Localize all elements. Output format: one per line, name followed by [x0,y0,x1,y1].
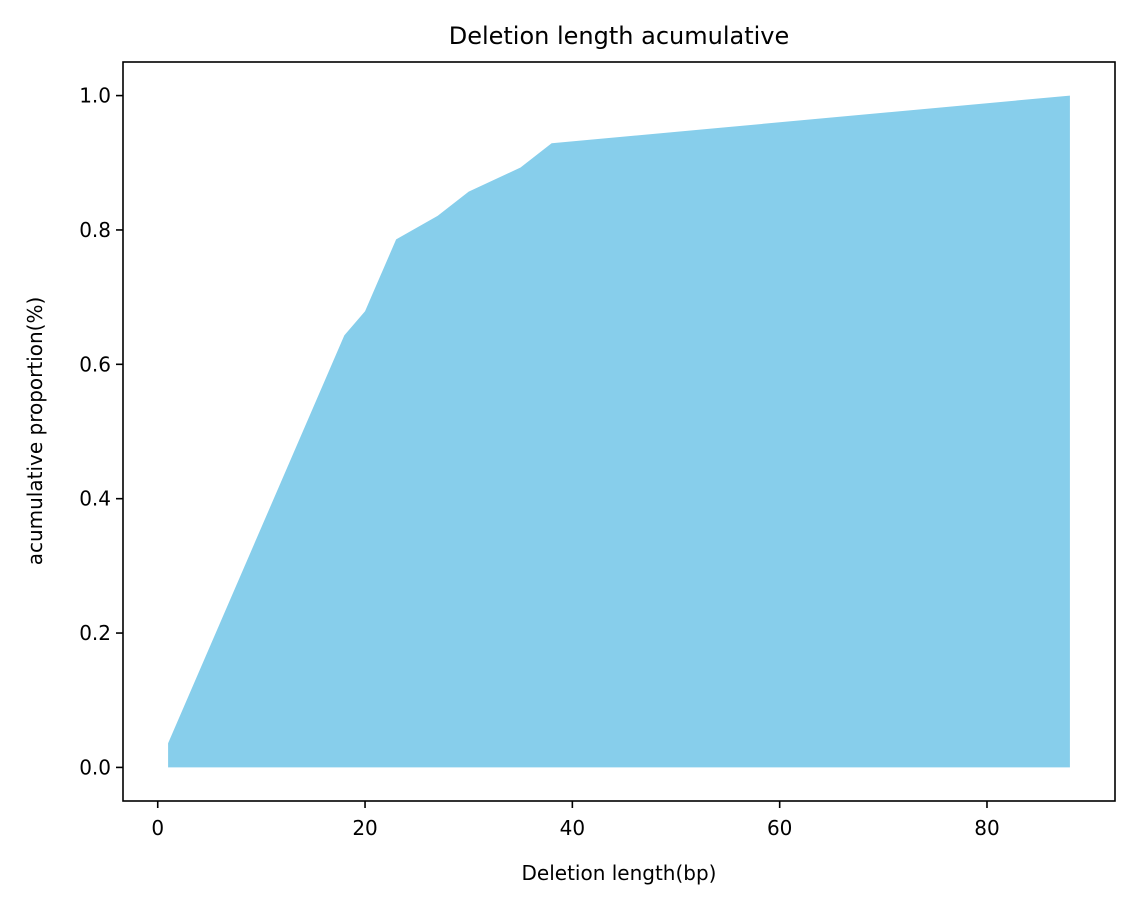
plot-area [168,95,1070,768]
y-tick-label: 0.4 [79,487,111,511]
chart-title: Deletion length acumulative [449,22,790,50]
x-tick-label: 40 [560,816,585,840]
y-tick-label: 0.8 [79,218,111,242]
area-series-0 [168,95,1070,768]
y-tick-label: 0.6 [79,352,111,376]
y-tick-label: 1.0 [79,84,111,108]
x-tick-label: 0 [151,816,164,840]
y-tick-label: 0.2 [79,621,111,645]
x-tick-label: 80 [974,816,999,840]
y-tick-label: 0.0 [79,755,111,779]
x-tick-label: 20 [352,816,377,840]
axes-frame [122,61,1116,802]
x-tick-label: 60 [767,816,792,840]
x-axis-label: Deletion length(bp) [522,861,717,885]
y-axis: 0.0 0.2 0.4 0.6 0.8 1.0 [79,84,123,779]
y-axis-label: acumulative proportion(%) [23,297,47,566]
x-axis: 0 20 40 60 80 [151,801,1000,840]
